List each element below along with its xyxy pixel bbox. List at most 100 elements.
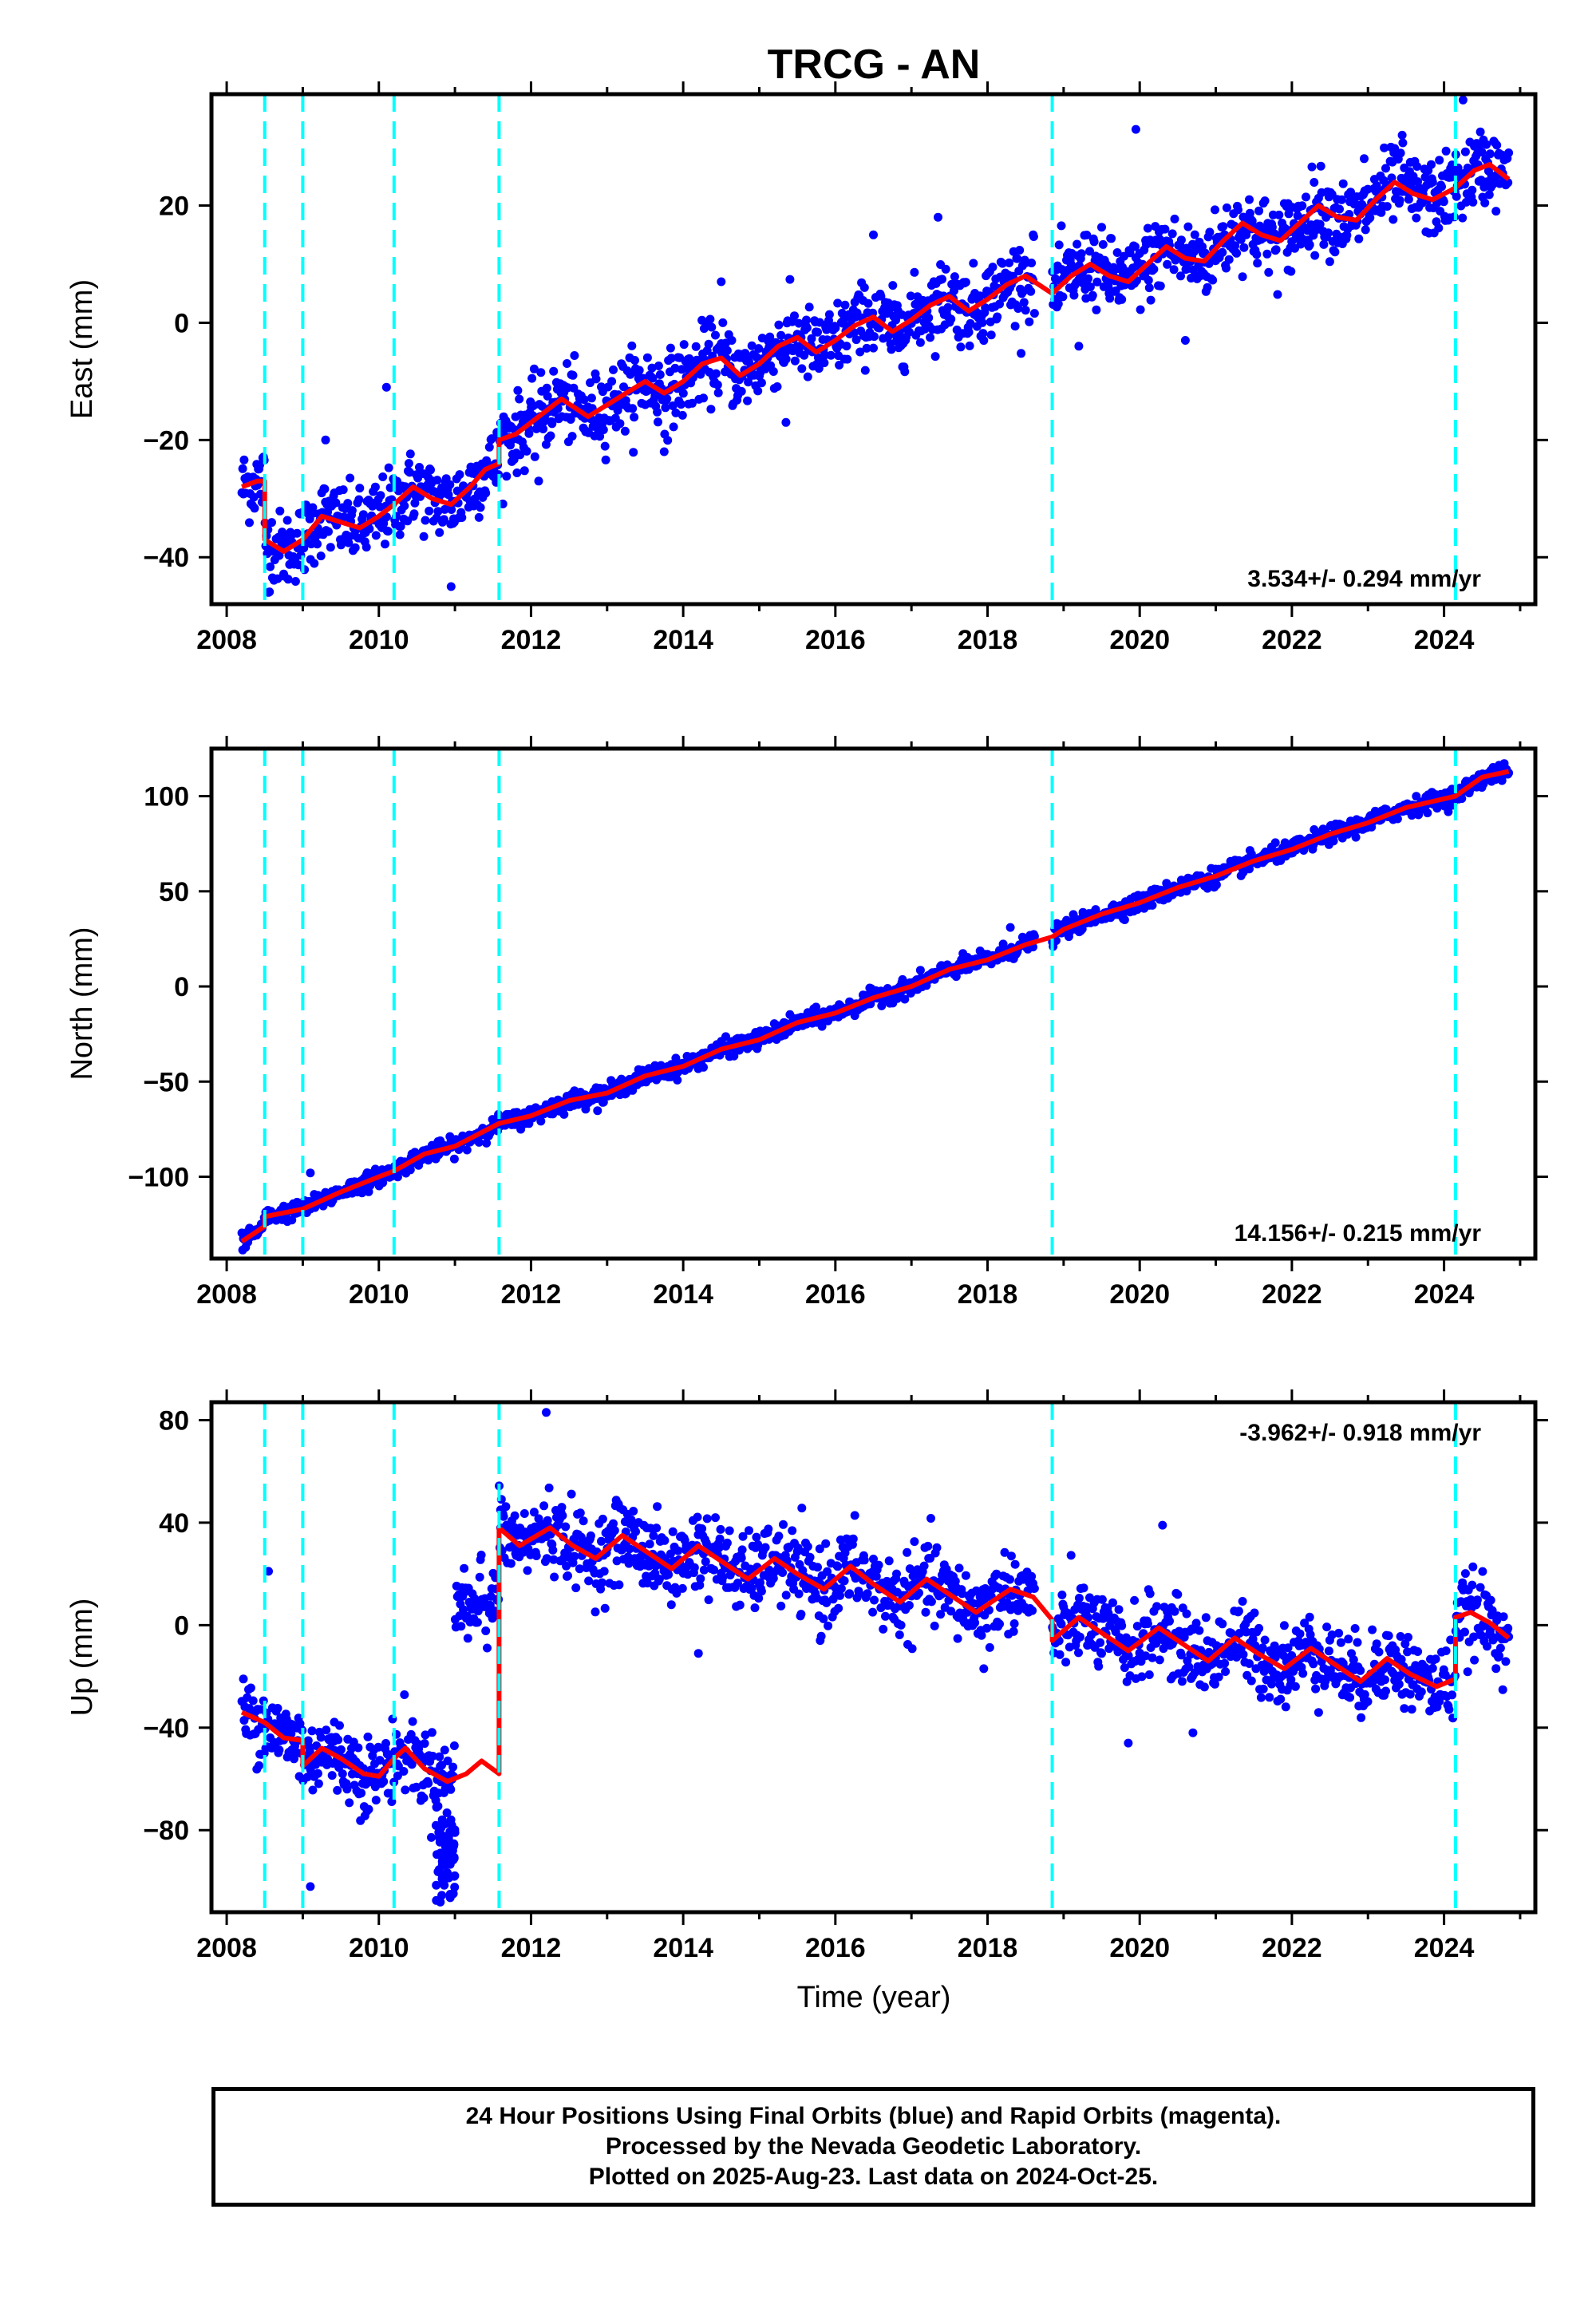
data-point (995, 299, 1004, 309)
data-point (924, 313, 934, 322)
data-point (1170, 1607, 1179, 1616)
data-point (1092, 305, 1101, 314)
data-point (1276, 1694, 1286, 1704)
data-point (653, 1502, 662, 1512)
data-point (1305, 240, 1314, 250)
data-point (926, 1514, 935, 1523)
data-point (674, 1546, 683, 1555)
data-point (735, 1600, 745, 1610)
data-point (1319, 239, 1329, 249)
data-point (266, 562, 275, 571)
y-tick-label: 20 (159, 192, 189, 222)
data-point (813, 327, 822, 337)
data-point (876, 291, 886, 301)
data-point (1027, 259, 1037, 267)
data-point (460, 1563, 469, 1573)
y-axis-label: North (mm) (65, 927, 99, 1080)
data-point (870, 332, 879, 342)
data-point (834, 1603, 843, 1613)
data-point (571, 1583, 581, 1593)
data-point (721, 1032, 730, 1041)
data-point (1145, 1589, 1155, 1599)
data-point (1085, 283, 1095, 291)
data-point (447, 505, 456, 514)
data-point (506, 1559, 516, 1568)
data-point (629, 1507, 638, 1516)
data-point (538, 401, 547, 411)
data-point (435, 528, 444, 537)
data-point (747, 341, 757, 350)
data-point (822, 1598, 832, 1607)
data-point (563, 1571, 572, 1580)
data-point (1354, 234, 1364, 243)
data-point (426, 465, 435, 475)
data-point (1009, 1626, 1018, 1636)
outlier-point (1360, 154, 1369, 164)
data-point (1029, 1583, 1039, 1593)
data-point (1218, 1619, 1227, 1629)
data-point (1482, 140, 1491, 149)
data-point (737, 1553, 746, 1563)
data-point (601, 455, 610, 464)
data-point (868, 1607, 878, 1617)
data-point (482, 1138, 492, 1148)
data-point (476, 1551, 486, 1559)
data-point (1155, 1655, 1164, 1665)
data-point (1253, 259, 1262, 268)
data-point (1019, 298, 1029, 307)
data-point (718, 1572, 728, 1582)
data-point (965, 341, 974, 350)
data-point (713, 388, 723, 397)
data-point (701, 1557, 710, 1567)
outlier-point (446, 582, 456, 591)
panel-up: 2008 2010 2012 2014 2016 2018 2020 2022 2024−80−… (65, 1389, 1548, 1963)
data-point (1468, 185, 1477, 195)
data-point (1293, 211, 1302, 220)
data-point (1066, 1551, 1076, 1560)
data-point (776, 330, 786, 340)
data-point (286, 1729, 296, 1738)
data-point (457, 513, 467, 522)
data-point (1165, 1616, 1174, 1626)
data-point (607, 377, 617, 386)
data-point (425, 506, 434, 516)
data-point (400, 501, 409, 511)
data-point (524, 429, 534, 438)
data-point (711, 1513, 720, 1523)
data-point (523, 1566, 532, 1575)
data-point (702, 1514, 712, 1524)
x-tick-label: 2014 (653, 625, 713, 655)
data-point (699, 393, 708, 403)
data-point (475, 1572, 484, 1582)
data-point (326, 543, 335, 552)
data-point (448, 1762, 458, 1772)
data-point (1427, 160, 1436, 169)
data-point (522, 446, 531, 456)
data-point (936, 1610, 946, 1619)
data-point (1112, 248, 1122, 257)
data-point (474, 512, 484, 522)
outlier-point (321, 435, 330, 445)
data-point (943, 302, 953, 312)
data-point (992, 1569, 1001, 1579)
data-point (333, 1785, 342, 1795)
data-point (654, 417, 662, 427)
data-point (1393, 814, 1402, 824)
data-point (839, 1576, 849, 1586)
data-point (648, 373, 658, 383)
data-point (595, 432, 605, 441)
data-point (1010, 322, 1020, 331)
data-point (267, 518, 276, 528)
data-point (837, 309, 847, 318)
data-point (794, 1589, 804, 1599)
outlier-point (1005, 923, 1015, 932)
data-point (714, 1543, 724, 1552)
data-point (910, 267, 919, 277)
data-point (884, 1556, 894, 1566)
data-point (421, 1730, 430, 1740)
data-point (1264, 267, 1274, 277)
data-point (579, 1516, 588, 1526)
data-point (419, 1793, 429, 1803)
data-point (785, 275, 795, 284)
y-tick-label: −100 (128, 1162, 189, 1192)
